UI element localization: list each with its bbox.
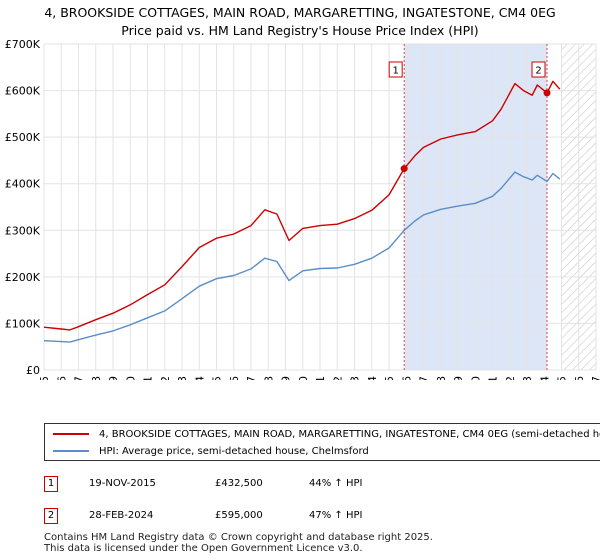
footer-copyright: Contains HM Land Registry data © Crown c…	[44, 532, 433, 543]
marker-label-box	[531, 61, 546, 78]
transaction-date: 28-FEB-2024	[89, 510, 154, 521]
legend: 4, BROOKSIDE COTTAGES, MAIN ROAD, MARGAR…	[44, 423, 600, 461]
x-tick-label: 2015	[383, 376, 396, 380]
price-chart: 1 2 £0 £100K £200K £300K £400K £500K £600K £700K…	[5, 38, 600, 380]
footer-licence: This data is licensed under the Open Gov…	[44, 543, 363, 554]
footer: Contains HM Land Registry data © Crown c…	[44, 532, 433, 554]
legend-item-hpi: HPI: Average price, semi-detached house,…	[45, 443, 369, 459]
x-tick-label: 1997	[73, 376, 86, 380]
x-tick-label: 1995	[38, 376, 51, 380]
x-tick-label: 2006	[228, 376, 241, 380]
x-tick-label: 2004	[193, 376, 206, 380]
y-tick-label: £300K	[5, 224, 41, 237]
transaction-date: 19-NOV-2015	[89, 478, 156, 489]
x-tick-label: 2027	[590, 376, 600, 380]
y-tick-label: £200K	[5, 271, 41, 284]
chart-title: 4, BROOKSIDE COTTAGES, MAIN ROAD, MARGAR…	[0, 4, 600, 40]
title-line-1: 4, BROOKSIDE COTTAGES, MAIN ROAD, MARGAR…	[44, 5, 556, 20]
x-tick-label: 2025	[556, 376, 569, 380]
y-tick-label: £700K	[5, 38, 41, 51]
x-tick-label: 2008	[262, 376, 275, 380]
x-tick-label: 2024	[538, 376, 551, 380]
legend-property-label: 4, BROOKSIDE COTTAGES, MAIN ROAD, MARGAR…	[99, 428, 600, 440]
transaction-hpi-change: 47% ↑ HPI	[309, 510, 363, 521]
marker-label-text: 1	[392, 66, 398, 77]
transaction-row: 2 28-FEB-2024 £595,000 47% ↑ HPI	[44, 506, 600, 526]
x-tick-label: 2013	[349, 376, 362, 380]
y-tick-label: £500K	[5, 131, 41, 144]
transaction-row: 1 19-NOV-2015 £432,500 44% ↑ HPI	[44, 474, 600, 494]
marker-label-box	[388, 61, 403, 78]
x-tick-label: 2003	[176, 376, 189, 380]
transaction-price: £432,500	[215, 478, 263, 489]
marker-label-text: 2	[535, 66, 541, 77]
y-tick-label: £0	[26, 364, 40, 377]
x-tick-label: 2026	[573, 376, 586, 380]
x-tick-label: 2017	[418, 376, 431, 380]
x-tick-label: 2011	[314, 376, 327, 380]
property-price-line	[43, 80, 561, 331]
x-tick-label: 1998	[90, 376, 103, 380]
legend-hpi-label: HPI: Average price, semi-detached house,…	[99, 445, 369, 457]
x-tick-label: 2002	[159, 376, 172, 380]
legend-item-property: 4, BROOKSIDE COTTAGES, MAIN ROAD, MARGAR…	[45, 426, 600, 442]
hpi-line	[43, 171, 561, 343]
y-tick-label: £400K	[5, 178, 41, 191]
hpi-line-swatch	[53, 450, 89, 452]
x-tick-label: 2021	[487, 376, 500, 380]
x-tick-label: 2005	[211, 376, 224, 380]
x-tick-label: 2010	[297, 376, 310, 380]
transaction-price: £595,000	[215, 510, 263, 521]
x-tick-label: 2007	[245, 376, 258, 380]
x-tick-label: 2001	[142, 376, 155, 380]
x-tick-label: 1999	[107, 376, 120, 380]
transaction-badge: 1	[44, 476, 58, 492]
title-line-2: Price paid vs. HM Land Registry's House …	[121, 23, 479, 38]
property-line-swatch	[53, 433, 89, 435]
x-tick-label: 1996	[55, 376, 68, 380]
transaction-point	[543, 89, 551, 97]
x-tick-label: 2020	[469, 376, 482, 380]
x-tick-label: 2016	[400, 376, 413, 380]
x-tick-label: 2009	[280, 376, 293, 380]
transaction-point	[400, 165, 408, 173]
x-tick-label: 2014	[366, 376, 379, 380]
transaction-badge: 2	[44, 508, 58, 524]
x-tick-label: 2019	[452, 376, 465, 380]
x-tick-label: 2000	[124, 376, 137, 380]
x-tick-label: 2012	[331, 376, 344, 380]
y-tick-label: £100K	[5, 317, 41, 330]
transaction-hpi-change: 44% ↑ HPI	[309, 478, 363, 489]
y-tick-label: £600K	[5, 85, 41, 98]
x-tick-label: 2022	[504, 376, 517, 380]
x-tick-label: 2018	[435, 376, 448, 380]
x-tick-label: 2023	[521, 376, 534, 380]
